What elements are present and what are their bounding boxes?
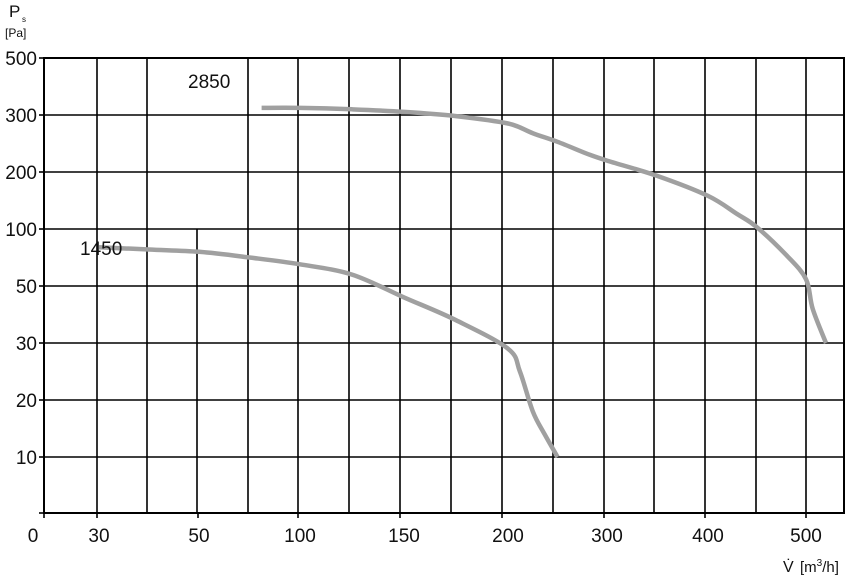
y-axis-title: P s [Pa] bbox=[5, 2, 26, 40]
curve-label-2850: 2850 bbox=[188, 72, 230, 93]
x-tick-label: 400 bbox=[692, 526, 724, 547]
x-tick-label-origin: 0 bbox=[28, 526, 39, 547]
y-tick-label: 300 bbox=[5, 106, 37, 127]
grid bbox=[39, 57, 845, 518]
x-tick-label: 300 bbox=[591, 526, 623, 547]
tick-labels: 10 20 30 50 100 200 300 500 0 30 50 100 150 200 300 400… bbox=[5, 49, 822, 547]
curve-label-1450: 1450 bbox=[80, 239, 122, 260]
x-tick-label: 200 bbox=[492, 526, 524, 547]
y-axis-unit: [Pa] bbox=[5, 26, 26, 40]
svg-text:P: P bbox=[9, 2, 20, 21]
x-tick-label: 100 bbox=[284, 526, 316, 547]
y-tick-label: 50 bbox=[16, 277, 37, 298]
x-tick-label: 500 bbox=[790, 526, 822, 547]
y-tick-label: 10 bbox=[16, 448, 37, 469]
x-tick-label: 30 bbox=[88, 526, 109, 547]
x-tick-label: 150 bbox=[388, 526, 420, 547]
y-tick-label: 100 bbox=[5, 220, 37, 241]
curves bbox=[98, 105, 829, 459]
y-tick-label: 500 bbox=[5, 49, 37, 70]
x-tick-label: 50 bbox=[188, 526, 209, 547]
svg-text:V̇: V̇ bbox=[783, 558, 794, 576]
y-tick-label: 20 bbox=[16, 391, 37, 412]
svg-text:[m3/h]: [m3/h] bbox=[800, 558, 839, 576]
y-tick-label: 30 bbox=[16, 334, 37, 355]
series-curve-2850 bbox=[261, 105, 829, 344]
y-tick-label: 200 bbox=[5, 163, 37, 184]
series-curve-1450 bbox=[98, 244, 560, 459]
svg-text:s: s bbox=[22, 15, 26, 24]
x-axis-title: V̇ [m3/h] bbox=[783, 558, 839, 576]
